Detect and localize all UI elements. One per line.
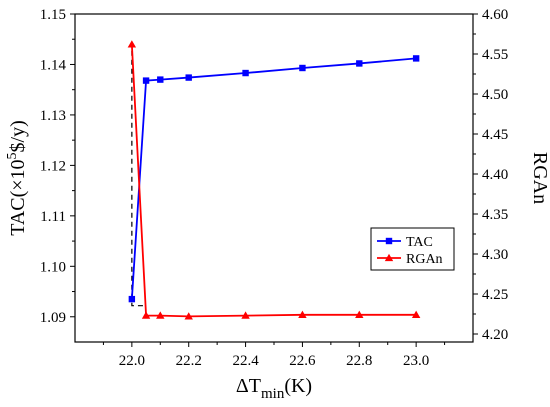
data-point-rgan (411, 310, 421, 318)
y-right-tick-label: 4.45 (482, 127, 508, 143)
data-point-tac (157, 76, 164, 83)
legend-marker-tac (385, 237, 393, 245)
y-right-tick-label: 4.30 (482, 247, 508, 263)
y-left-title-post: $/y) (7, 120, 29, 152)
legend-item-tac: TAC (377, 235, 433, 250)
x-tick-label: 22.6 (289, 353, 316, 369)
x-axis-title-unit: (K) (284, 375, 312, 397)
data-point-rgan (156, 311, 165, 319)
data-point-tac (356, 60, 363, 67)
y-left-tick-label: 1.09 (40, 310, 66, 326)
x-tick-label: 22.4 (232, 353, 259, 369)
legend-marker-rgan (384, 253, 394, 262)
data-point-tac (185, 74, 192, 81)
y-right-tick-label: 4.55 (482, 47, 508, 63)
x-tick-label: 22.0 (119, 353, 145, 369)
x-tick-label: 22.8 (346, 353, 372, 369)
data-point-rgan (298, 310, 307, 318)
data-point-rgan (141, 311, 151, 319)
legend-box (370, 227, 455, 271)
y-right-tick-label: 4.20 (482, 327, 508, 343)
x-axis-title-main: ΔT (236, 375, 261, 397)
series-layer (127, 40, 421, 320)
ticks-layer: 22.0 22.2 22.4 22.6 22.8 23.0 1.09 1.10 1.11 1.12… (40, 7, 509, 369)
y-left-tick-label: 1.11 (40, 209, 66, 225)
y-left-tick-label: 1.14 (40, 57, 67, 73)
data-point-tac (128, 295, 136, 303)
x-axis-title-sub: min (261, 386, 285, 402)
y-left-tick-label: 1.12 (40, 158, 66, 174)
data-point-rgan (184, 312, 193, 320)
series-rgan (127, 40, 421, 320)
data-point-tac (142, 77, 150, 84)
y-right-tick-label: 4.35 (482, 207, 508, 223)
y-left-tick-label: 1.15 (40, 7, 66, 23)
data-point-tac (299, 64, 306, 72)
legend-label-tac: TAC (406, 235, 433, 250)
y-right-tick-label: 4.25 (482, 287, 508, 303)
y-left-title-sup: 5 (5, 152, 20, 159)
legend: TAC RGAn (370, 227, 455, 271)
data-point-rgan (241, 311, 250, 319)
annotation-layer (131, 41, 147, 307)
y-right-tick-label: 4.60 (482, 7, 508, 23)
data-point-tac (412, 55, 420, 62)
y-left-axis-title: TAC(×105$/y) (5, 120, 29, 236)
data-point-rgan (355, 310, 364, 318)
y-right-axis-title: RGAn (529, 152, 550, 204)
y-left-tick-label: 1.10 (40, 259, 66, 275)
legend-item-rgan: RGAn (377, 252, 443, 267)
legend-items: TAC RGAn (377, 235, 443, 267)
y-left-tick-label: 1.13 (40, 108, 66, 124)
x-tick-label: 22.2 (176, 353, 202, 369)
y-right-tick-label: 4.50 (482, 87, 508, 103)
series-tac (128, 55, 420, 303)
plot-frame (74, 13, 474, 343)
data-point-tac (242, 69, 249, 77)
x-tick-label: 23.0 (403, 353, 429, 369)
legend-label-rgan: RGAn (406, 252, 443, 267)
dashed-bracket (131, 41, 147, 307)
axes-layer (74, 13, 474, 343)
x-axis-title: ΔTmin(K) (236, 375, 312, 402)
y-left-title-pre: TAC(×10 (7, 159, 29, 235)
data-point-rgan (127, 40, 137, 48)
series-line-rgan (130, 44, 417, 318)
y-right-tick-label: 4.40 (482, 167, 508, 183)
